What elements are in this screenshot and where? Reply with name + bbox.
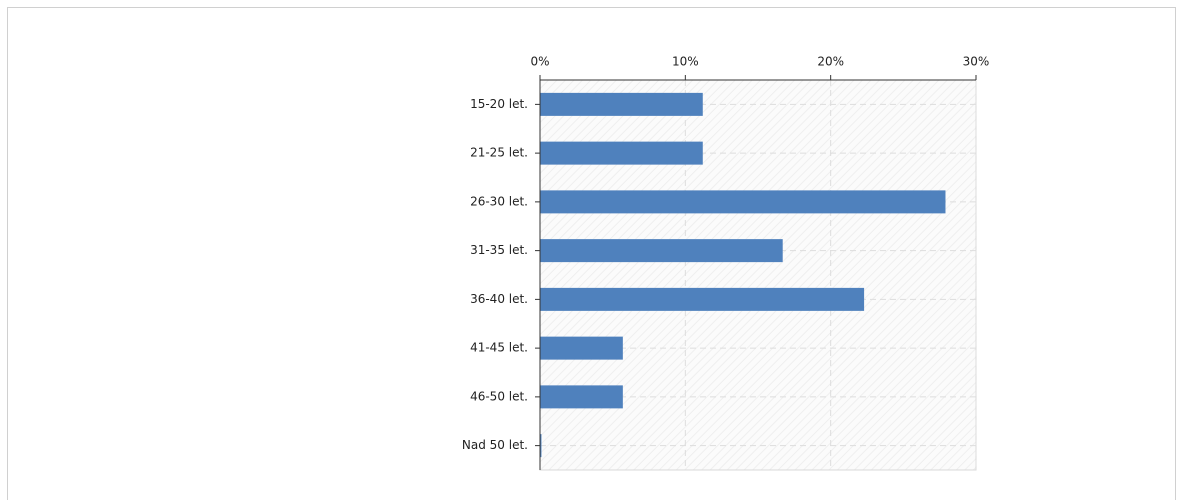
x-tick-label: 30% (963, 55, 990, 69)
frame (7, 7, 1176, 504)
x-tick-label: 0% (530, 55, 549, 69)
bar (540, 385, 623, 409)
bar (540, 434, 542, 458)
bar (540, 190, 946, 214)
y-tick-label: 31-35 let. (470, 243, 528, 257)
x-tick-label: 20% (817, 55, 844, 69)
bar (540, 287, 865, 311)
bar (540, 141, 703, 165)
y-tick-label: 41-45 let. (470, 341, 528, 355)
bar (540, 239, 783, 263)
y-tick-label: 21-25 let. (470, 146, 528, 160)
x-tick-label: 10% (672, 55, 699, 69)
y-tick-label: 15-20 let. (470, 97, 528, 111)
bar (540, 336, 623, 360)
y-tick-label: 26-30 let. (470, 194, 528, 208)
bar (540, 92, 703, 116)
y-tick-label: 46-50 let. (470, 389, 528, 403)
plot-area (539, 79, 977, 471)
y-tick-label: Nad 50 let. (462, 438, 528, 452)
y-tick-label: 36-40 let. (470, 292, 528, 306)
